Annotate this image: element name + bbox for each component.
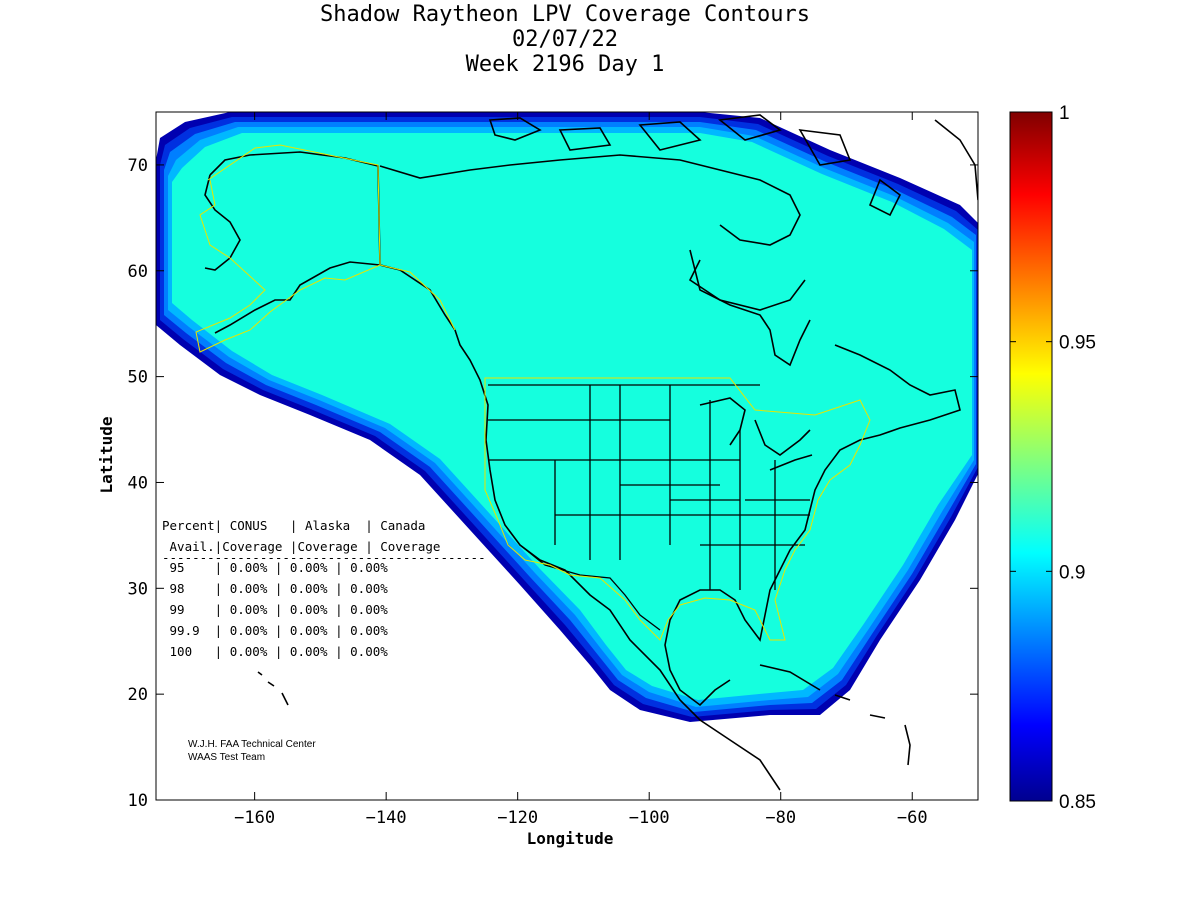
x-tick-label: −100 xyxy=(629,808,670,828)
table-rows: 95 | 0.00% | 0.00% | 0.00% 98 | 0.00% | … xyxy=(162,560,388,659)
caribbean-islands xyxy=(759,664,911,766)
hudson-bay xyxy=(689,249,811,367)
x-tick-label: −160 xyxy=(234,808,275,828)
y-axis-label: Latitude xyxy=(97,416,116,493)
x-tick-label: −140 xyxy=(366,808,407,828)
colorbar-tick-label: 0.85 xyxy=(1059,792,1096,813)
y-tick-label: 40 xyxy=(128,473,148,493)
canada-north-coast xyxy=(379,154,806,311)
conus-service-volume xyxy=(484,377,871,641)
colorbar-tick-label: 1 xyxy=(1059,103,1070,124)
alaska-service-volume xyxy=(195,144,456,353)
x-axis-label: Longitude xyxy=(527,829,614,848)
state-lines xyxy=(488,385,810,590)
coverage-table: Percent| CONUS | Alaska | Canada Avail.|… xyxy=(162,518,486,659)
table-row: 98 | 0.00% | 0.00% | 0.00% xyxy=(162,581,388,596)
pacific-coast xyxy=(454,329,781,791)
map-plot-area xyxy=(156,112,978,800)
conus-state-borders xyxy=(488,384,810,631)
x-tick-label: −80 xyxy=(765,808,796,828)
table-header-2: Avail.|Coverage |Coverage | Coverage xyxy=(162,539,440,554)
table-header-1: Percent| CONUS | Alaska | Canada xyxy=(162,518,425,533)
y-tick-label: 10 xyxy=(128,791,148,811)
y-tick-label: 20 xyxy=(128,685,148,705)
table-row: 100 | 0.00% | 0.00% | 0.00% xyxy=(162,644,388,659)
credit-line-2: WAAS Test Team xyxy=(188,752,265,763)
colorbar: 1 0.95 0.9 0.85 xyxy=(1009,103,1096,813)
hawaii xyxy=(257,671,289,706)
coastlines xyxy=(204,114,978,791)
colorbar-tick-label: 0.9 xyxy=(1059,562,1085,583)
table-row: 99 | 0.00% | 0.00% | 0.00% xyxy=(162,602,388,617)
arctic-islands xyxy=(488,114,978,217)
table-row: 95 | 0.00% | 0.00% | 0.00% xyxy=(162,560,388,575)
x-tick-label: −120 xyxy=(497,808,538,828)
x-tick-label: −60 xyxy=(897,808,928,828)
title-line-1: Shadow Raytheon LPV Coverage Contours xyxy=(319,2,811,27)
great-lakes xyxy=(699,397,813,471)
axis-ticks xyxy=(156,112,978,801)
axis-tick-labels: −160 −140 −120 −100 −80 −60 10 20 30 40 50 60 70 xyxy=(128,156,928,828)
coverage-contours xyxy=(156,112,978,722)
coverage-band-main xyxy=(172,133,972,700)
colorbar-ticks: 1 0.95 0.9 0.85 xyxy=(1010,103,1096,813)
colorbar-tick-label: 0.95 xyxy=(1059,333,1096,354)
table-row: 99.9 | 0.00% | 0.00% | 0.00% xyxy=(162,623,388,638)
y-tick-label: 30 xyxy=(128,579,148,599)
us-mexico-border xyxy=(519,544,661,631)
y-tick-label: 60 xyxy=(128,262,148,282)
table-rule: ----------------------------------------… xyxy=(162,550,486,565)
plot-frame xyxy=(155,111,979,801)
credit-line-1: W.J.H. FAA Technical Center xyxy=(188,739,316,750)
title-line-3: Week 2196 Day 1 xyxy=(465,52,665,77)
title-line-2: 02/07/22 xyxy=(512,27,618,52)
colorbar-gradient xyxy=(1009,111,1053,802)
y-tick-label: 70 xyxy=(128,156,148,176)
y-tick-label: 50 xyxy=(128,368,148,388)
service-volume-outlines xyxy=(195,144,871,641)
atlantic-coast xyxy=(664,344,961,707)
